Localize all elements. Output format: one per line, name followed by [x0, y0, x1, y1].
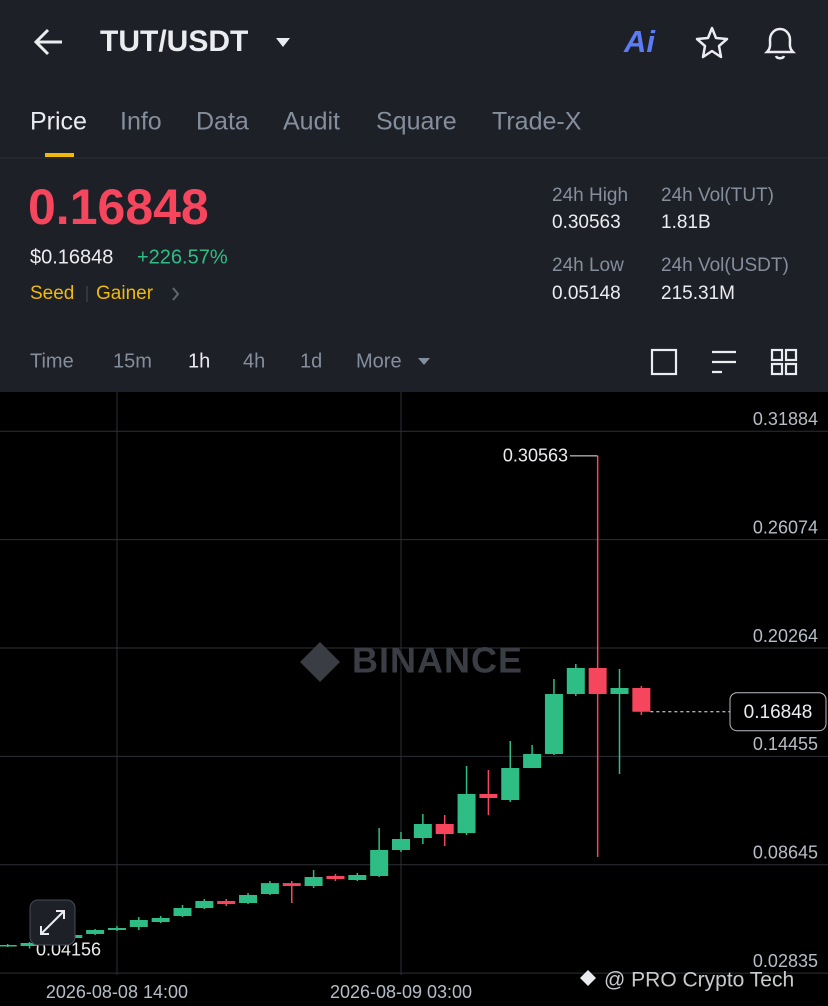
y-tick-label: 0.31884	[753, 409, 818, 429]
interval[interactable]: 1h	[188, 350, 210, 372]
candle-body	[173, 908, 192, 917]
candle-body	[107, 928, 126, 931]
tool-settings[interactable]	[712, 350, 736, 374]
tab[interactable]: Price	[30, 108, 87, 136]
candle-body	[129, 920, 148, 927]
y-tick-label: 0.26074	[753, 517, 818, 537]
y-tick-label: 0.14455	[753, 734, 818, 754]
y-tick-label: 0.02835	[753, 951, 818, 971]
tab[interactable]: Audit	[283, 108, 340, 136]
credit-logo	[580, 970, 596, 986]
candle-body	[435, 824, 454, 835]
interval[interactable]: 15m	[113, 350, 152, 372]
interval[interactable]: 1d	[300, 350, 322, 372]
candle-body	[610, 688, 629, 695]
tag[interactable]: Seed	[30, 283, 74, 304]
header-bg	[0, 0, 828, 392]
tab[interactable]: Info	[120, 108, 162, 136]
candle-body	[632, 688, 651, 712]
stat-label: 24h High	[552, 185, 628, 206]
tool-fullscreen[interactable]	[650, 348, 678, 376]
y-tick-label: 0.20264	[753, 626, 818, 646]
tag[interactable]: Gainer	[96, 283, 154, 304]
high-marker: 0.30563	[503, 446, 568, 466]
candle-body	[239, 895, 258, 904]
candle-body	[348, 875, 367, 881]
candle-body	[566, 668, 585, 695]
candle-body	[86, 930, 105, 934]
stat-label: 24h Vol(USDT)	[661, 255, 789, 276]
ai-button[interactable]: Ai	[623, 24, 656, 59]
candle-body	[304, 876, 323, 887]
x-tick-label: 2026-08-09 03:00	[330, 982, 472, 1002]
stat-value: 1.81B	[661, 212, 711, 233]
favorite-button[interactable]	[695, 26, 729, 59]
tab-indicator	[45, 153, 74, 157]
candle-body	[392, 839, 410, 851]
interval[interactable]: 4h	[243, 350, 265, 372]
candle-body	[413, 824, 432, 839]
price-usd: $0.16848	[30, 246, 113, 268]
watermark-logo	[300, 642, 340, 682]
tool-layout[interactable]	[770, 362, 784, 376]
candle-body	[217, 901, 236, 905]
candle-body	[544, 694, 563, 755]
candle-body	[326, 876, 345, 880]
interval: Time	[30, 350, 74, 372]
tool-layout[interactable]	[784, 348, 798, 362]
stat-label: 24h Low	[552, 255, 624, 276]
stat-value: 0.05148	[552, 283, 621, 304]
chart-bg	[0, 392, 828, 1006]
stat-label: 24h Vol(TUT)	[661, 185, 774, 206]
candle-body	[195, 901, 214, 909]
y-tick-label: 0.08645	[753, 843, 818, 863]
stat-value: 215.31M	[661, 283, 735, 304]
tool-layout[interactable]	[770, 348, 784, 362]
last-price-label: 0.16848	[744, 702, 813, 723]
pair-caret[interactable]	[276, 38, 290, 47]
candle-body	[588, 668, 607, 695]
more-caret[interactable]	[418, 358, 430, 365]
candle-body	[20, 943, 39, 946]
tag-chevron[interactable]	[172, 287, 180, 301]
watermark: BINANCE	[352, 640, 523, 681]
back-button[interactable]	[33, 28, 62, 56]
candle-body	[501, 768, 520, 801]
tab[interactable]: Data	[196, 108, 249, 136]
candle-body	[523, 754, 542, 769]
candle-body	[282, 883, 301, 887]
expand-icon	[40, 910, 65, 935]
candle-body	[479, 794, 498, 799]
last-price-box	[729, 692, 827, 732]
credit: @ PRO Crypto Tech	[604, 969, 794, 992]
x-tick-label: 2026-08-08 14:00	[46, 982, 188, 1002]
tab[interactable]: Square	[376, 108, 457, 136]
last-price: 0.16848	[28, 179, 209, 235]
alert-button[interactable]	[763, 27, 797, 60]
candle-body	[457, 794, 476, 834]
pair[interactable]: TUT/USDT	[100, 25, 248, 58]
stat-value: 0.30563	[552, 212, 621, 233]
interval[interactable]: More	[356, 350, 402, 372]
candle-body	[151, 918, 170, 922]
candle-body	[370, 850, 389, 877]
candle-body	[260, 883, 279, 895]
tool-layout[interactable]	[784, 362, 798, 376]
price-change: +226.57%	[137, 246, 228, 268]
chart-tools	[650, 348, 798, 376]
tab[interactable]: Trade-X	[492, 108, 582, 136]
candle-body	[0, 945, 17, 947]
